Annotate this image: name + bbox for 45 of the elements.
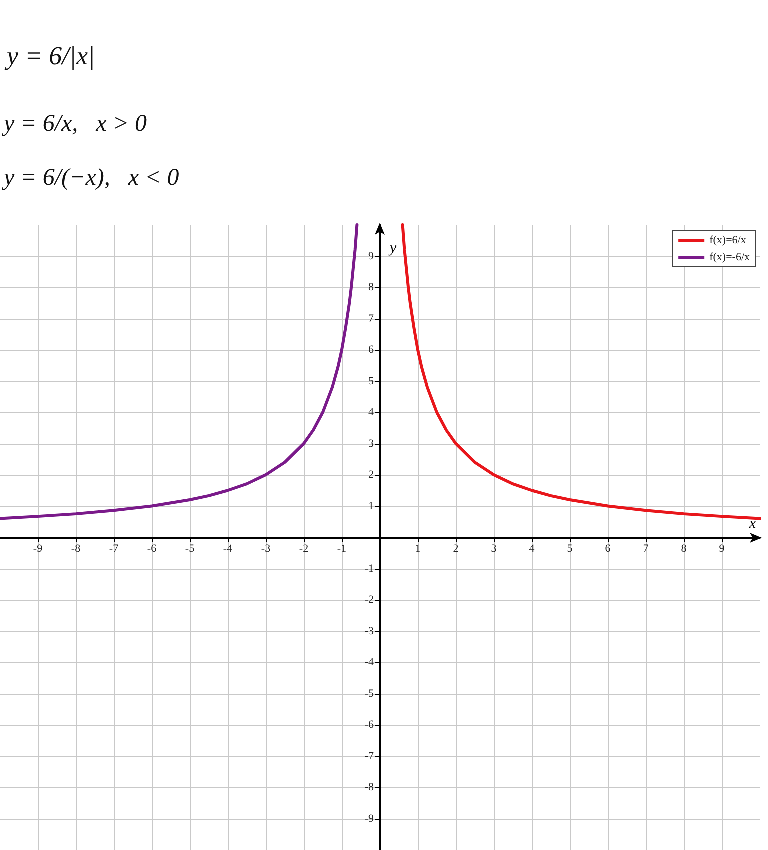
x-tick-label: 5 [567,543,574,555]
y-tick-label: 4 [368,406,374,418]
legend-label: f(x)=-6/x [710,252,750,264]
y-tick-label: -9 [364,812,374,825]
y-tick-label: -3 [364,625,374,638]
chart-title: y = 6/|x| [4,42,96,70]
x-tick-label: -5 [185,543,196,555]
y-tick-label: -7 [364,750,374,762]
y-tick-label: -5 [364,688,374,700]
y-tick-label: 1 [368,500,374,512]
x-tick-label: 9 [719,543,726,555]
y-tick-label: 2 [368,469,374,481]
text: y = 6/(−x), x < 0 [2,165,180,191]
x-tick-label: 8 [681,543,688,555]
x-tick-label: -1 [337,543,347,555]
x-tick-label: 2 [453,543,459,555]
y-tick-label: 9 [368,250,374,262]
y-tick-label: -1 [364,562,374,575]
y-axis-title: y [388,240,397,256]
y-tick-label: -8 [364,782,374,794]
x-tick-label: -6 [147,543,158,555]
y-tick-label: 6 [368,344,374,356]
y-tick-label: 8 [368,282,374,294]
x-tick-label: 7 [643,543,650,555]
x-tick-label: -7 [109,543,120,555]
x-tick-label: 1 [415,543,421,555]
text: y = 6/x, x > 0 [2,111,148,137]
y-tick-label: -2 [364,594,374,606]
x-tick-label: 6 [605,543,612,555]
y-tick-label: -4 [364,656,374,668]
legend-label: f(x)=6/x [710,234,747,246]
y-tick-label: 7 [368,312,374,325]
y-tick-label: 3 [368,438,374,450]
x-tick-label: -8 [71,543,82,555]
x-tick-label: 3 [491,543,498,555]
x-axis-title: x [748,516,756,532]
x-tick-label: -2 [299,543,309,555]
x-tick-label: -3 [261,543,272,555]
line-series [401,224,762,520]
x-tick-label: 4 [529,543,536,555]
line-series [0,224,359,520]
x-tick-label: -9 [33,543,44,555]
y-tick-label: 5 [368,375,374,388]
y-tick-label: -6 [364,719,374,731]
x-tick-label: -4 [223,543,234,555]
